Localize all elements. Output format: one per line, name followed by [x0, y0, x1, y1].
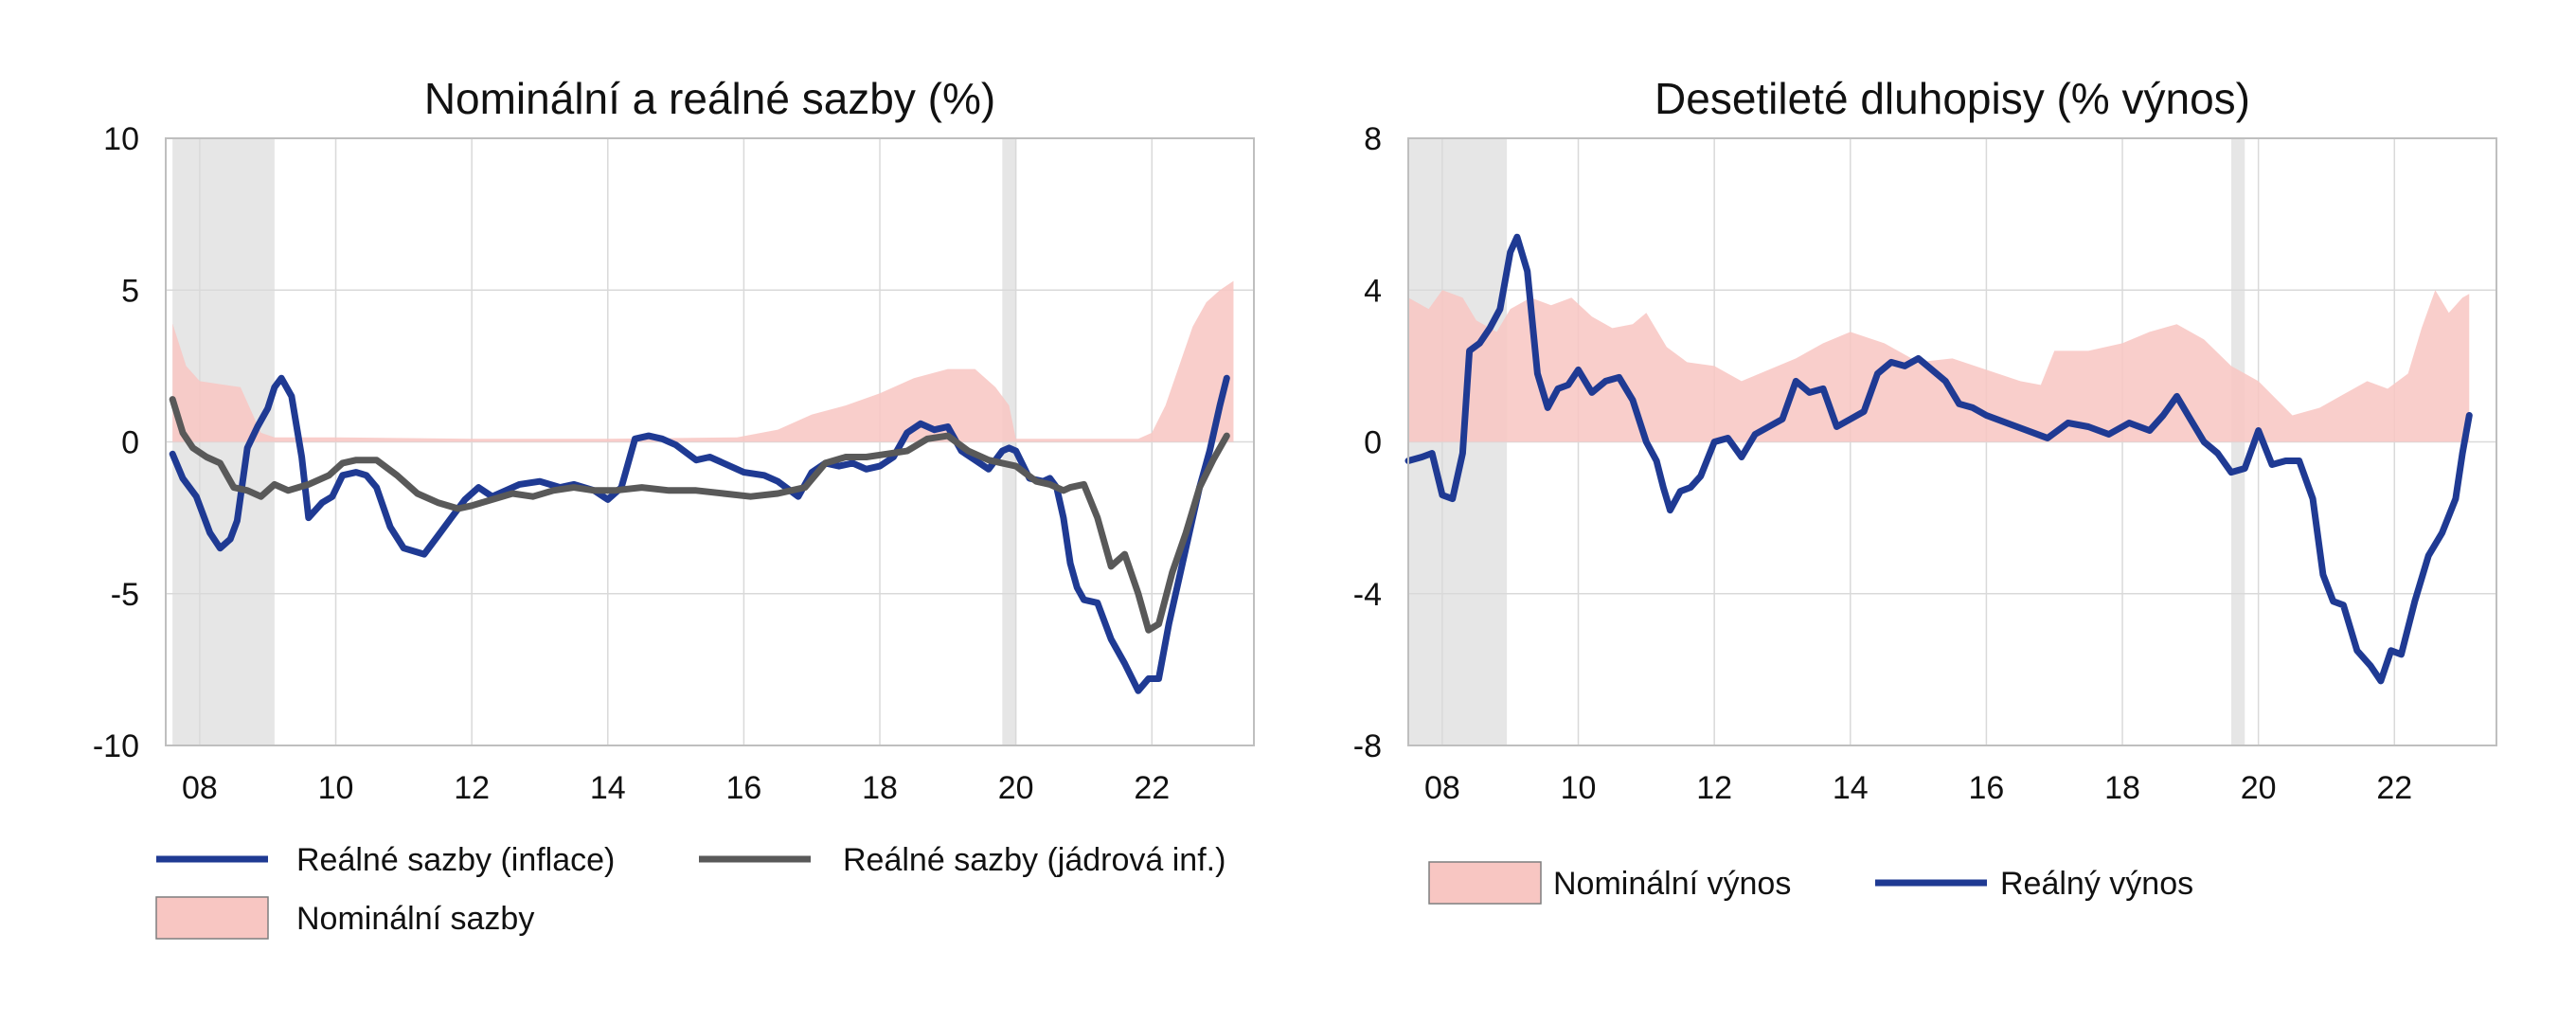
series-line-real	[169, 374, 1230, 694]
x-tick-label: 08	[1424, 770, 1460, 806]
legend-label: Reálné sazby (jádrová inf.)	[843, 842, 1225, 878]
x-tick-label: 14	[590, 770, 626, 806]
legend-label: Nominální výnos	[1553, 866, 1791, 902]
y-tick-label: 10	[103, 121, 139, 157]
legend-label: Nominální sazby	[296, 901, 534, 937]
chart-title: Nominální a reálné sazby (%)	[424, 74, 995, 123]
x-tick-label: 16	[1968, 770, 2004, 806]
x-tick-label: 22	[2376, 770, 2412, 806]
legend-item: Nominální výnos	[1428, 861, 1791, 905]
x-tick-label: 22	[1134, 770, 1170, 806]
y-tick-label: 0	[121, 425, 139, 461]
x-tick-label: 10	[318, 770, 354, 806]
x-tick-label: 20	[2241, 770, 2277, 806]
x-tick-label: 18	[2104, 770, 2140, 806]
legend-label: Reálný výnos	[2000, 866, 2193, 902]
legend-swatch-area	[1428, 861, 1542, 905]
series-line-real-core	[169, 396, 1230, 634]
x-tick-label: 12	[1696, 770, 1732, 806]
x-tick-label: 16	[725, 770, 761, 806]
chart-panel-rates: Nominální a reálné sazby (%) 10 5 0 -5 -10 08 1…	[93, 74, 1255, 940]
series-area-nominal	[172, 280, 1234, 442]
y-tick-label: 5	[121, 273, 139, 309]
x-tick-label: 10	[1561, 770, 1597, 806]
x-tick-label: 18	[862, 770, 898, 806]
legend-label: Reálné sazby (inflace)	[296, 842, 615, 878]
y-tick-label: -5	[111, 577, 139, 613]
y-tick-label: 4	[1364, 273, 1382, 309]
y-tick-label: -10	[93, 728, 139, 764]
chart-title: Desetileté dluhopisy (% výnos)	[1655, 74, 2250, 123]
y-tick-label: 0	[1364, 425, 1382, 461]
series-line-real	[1404, 233, 2473, 685]
legend-item: Reálné sazby (jádrová inf.)	[699, 842, 1225, 878]
y-tick-label: 8	[1364, 121, 1382, 157]
y-tick-label: -4	[1353, 577, 1382, 613]
legend-item: Reálné sazby (inflace)	[156, 842, 615, 878]
plot-border	[165, 137, 1255, 746]
legend-item: Nominální sazby	[155, 896, 534, 940]
plot-border	[1407, 137, 2497, 746]
legend-swatch-area	[155, 896, 269, 940]
x-tick-label: 08	[182, 770, 218, 806]
series-area-nominal	[1408, 290, 2470, 442]
legend-item: Reálný výnos	[1875, 866, 2193, 902]
x-tick-label: 14	[1833, 770, 1869, 806]
x-tick-label: 20	[998, 770, 1034, 806]
x-tick-label: 12	[454, 770, 490, 806]
y-tick-label: -8	[1353, 728, 1382, 764]
chart-panel-bonds: Desetileté dluhopisy (% výnos) 8 4 0 -4 -8 08 1…	[1353, 74, 2497, 905]
